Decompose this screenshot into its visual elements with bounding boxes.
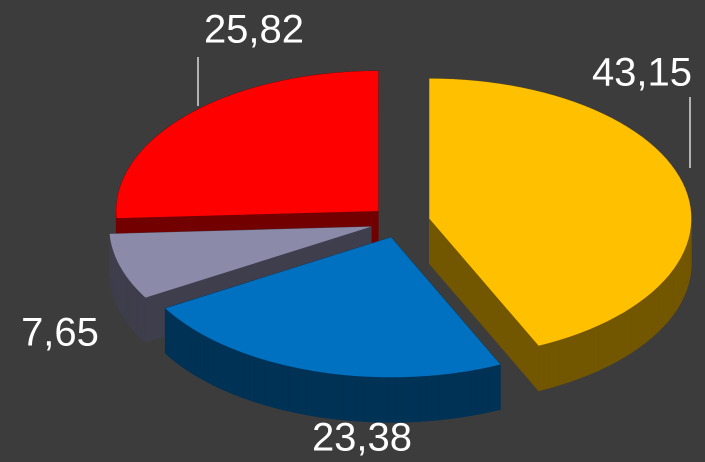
slice-side	[306, 369, 313, 417]
slice-side	[337, 373, 344, 421]
slice-side	[343, 374, 351, 421]
slice-top	[109, 226, 372, 298]
pie-slice	[164, 236, 501, 423]
slice-side	[426, 375, 434, 422]
slice-side	[232, 348, 239, 397]
slice-side	[432, 374, 440, 421]
slice-side	[300, 368, 307, 416]
slice-side	[213, 339, 219, 388]
slice-side	[413, 376, 421, 423]
slice-side	[668, 268, 674, 322]
slice-side	[598, 320, 608, 371]
slice-side	[638, 296, 647, 349]
slice-side	[237, 350, 244, 399]
slice-side	[548, 339, 560, 389]
slice-side	[494, 364, 501, 412]
slice-side	[276, 362, 283, 411]
data-label: 23,38	[312, 416, 412, 460]
slice-side	[488, 365, 495, 413]
slice-top	[116, 70, 379, 219]
slice-side	[312, 370, 320, 418]
slice-side	[445, 373, 453, 420]
slice-side	[457, 371, 465, 418]
slice-side	[259, 358, 266, 406]
slice-top	[165, 237, 501, 378]
slice-side	[673, 262, 678, 316]
slice-side	[227, 346, 234, 395]
slice-side	[588, 325, 599, 375]
slice-side	[265, 359, 272, 408]
slice-side	[482, 366, 489, 414]
slice-side	[677, 256, 682, 310]
slice-side	[420, 375, 427, 422]
slice-side	[217, 342, 224, 391]
slice-side	[324, 372, 332, 419]
slice-side	[683, 245, 687, 297]
slice-side	[645, 291, 653, 344]
slice-top	[429, 78, 692, 346]
slice-side	[248, 354, 255, 403]
data-label: 7,65	[21, 311, 99, 355]
slice-side	[451, 372, 459, 419]
slice-side	[270, 361, 278, 409]
slice-side	[282, 364, 289, 412]
pie-slice	[429, 78, 692, 392]
slice-side	[559, 336, 571, 386]
slice-side	[288, 365, 295, 413]
slice-side	[623, 306, 632, 358]
slice-side	[470, 369, 477, 417]
slice-side	[680, 251, 685, 303]
slice-side	[318, 371, 326, 419]
slice-side	[330, 373, 338, 420]
slice-side	[254, 356, 261, 404]
slice-side	[429, 217, 539, 392]
slice-side	[222, 344, 229, 393]
slice-side	[651, 285, 659, 338]
slice-side	[579, 329, 590, 379]
slice-side	[243, 352, 250, 401]
slice-side	[203, 334, 210, 384]
slice-side	[294, 367, 301, 415]
slice-side	[476, 368, 483, 415]
slice-side	[439, 373, 446, 421]
slice-side	[657, 280, 665, 333]
slice-side	[538, 342, 550, 392]
data-label: 43,15	[592, 51, 692, 95]
slice-side	[606, 316, 617, 367]
slice-side	[615, 311, 625, 363]
slice-side	[663, 274, 670, 327]
slice-side	[349, 375, 357, 422]
slice-side	[631, 301, 640, 354]
slice-side	[208, 337, 214, 386]
slice-side	[569, 332, 580, 383]
data-label: 25,82	[204, 8, 304, 52]
slice-side	[464, 370, 471, 418]
